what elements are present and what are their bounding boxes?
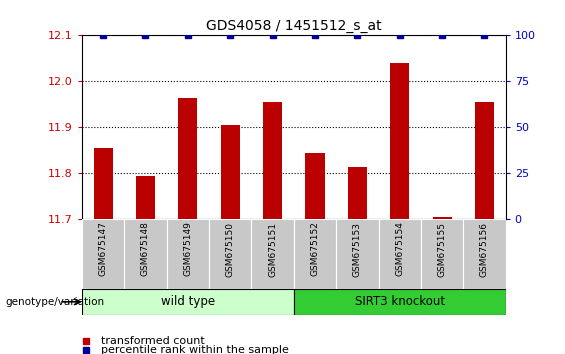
Text: GSM675150: GSM675150	[226, 222, 234, 276]
Bar	[263, 102, 282, 219]
Text: GSM675148: GSM675148	[141, 222, 150, 276]
Bar	[251, 219, 294, 289]
Bar	[463, 219, 506, 289]
Bar	[209, 219, 251, 289]
Bar	[221, 125, 240, 219]
Bar	[82, 289, 294, 315]
Bar	[390, 63, 409, 219]
Text: GSM675147: GSM675147	[99, 222, 107, 276]
Text: SIRT3 knockout: SIRT3 knockout	[355, 295, 445, 308]
Bar	[294, 219, 336, 289]
Text: transformed count: transformed count	[101, 336, 205, 346]
Bar	[475, 102, 494, 219]
Text: GSM675153: GSM675153	[353, 222, 362, 276]
Bar	[94, 148, 112, 219]
Bar	[336, 219, 379, 289]
Bar	[433, 217, 451, 219]
Bar	[82, 219, 124, 289]
Text: GSM675151: GSM675151	[268, 222, 277, 276]
Bar	[136, 176, 155, 219]
Bar	[124, 219, 167, 289]
Bar	[167, 219, 209, 289]
Title: GDS4058 / 1451512_s_at: GDS4058 / 1451512_s_at	[206, 19, 381, 33]
Bar	[421, 219, 463, 289]
Text: GSM675152: GSM675152	[311, 222, 319, 276]
Text: GSM675155: GSM675155	[438, 222, 446, 276]
Bar	[379, 219, 421, 289]
Bar	[306, 153, 324, 219]
Text: GSM675156: GSM675156	[480, 222, 489, 276]
Text: wild type: wild type	[161, 295, 215, 308]
Bar	[179, 97, 197, 219]
Text: genotype/variation: genotype/variation	[6, 297, 105, 307]
Text: percentile rank within the sample: percentile rank within the sample	[101, 345, 289, 354]
Bar	[294, 289, 506, 315]
Text: GSM675154: GSM675154	[396, 222, 404, 276]
Bar	[348, 166, 367, 219]
Text: GSM675149: GSM675149	[184, 222, 192, 276]
